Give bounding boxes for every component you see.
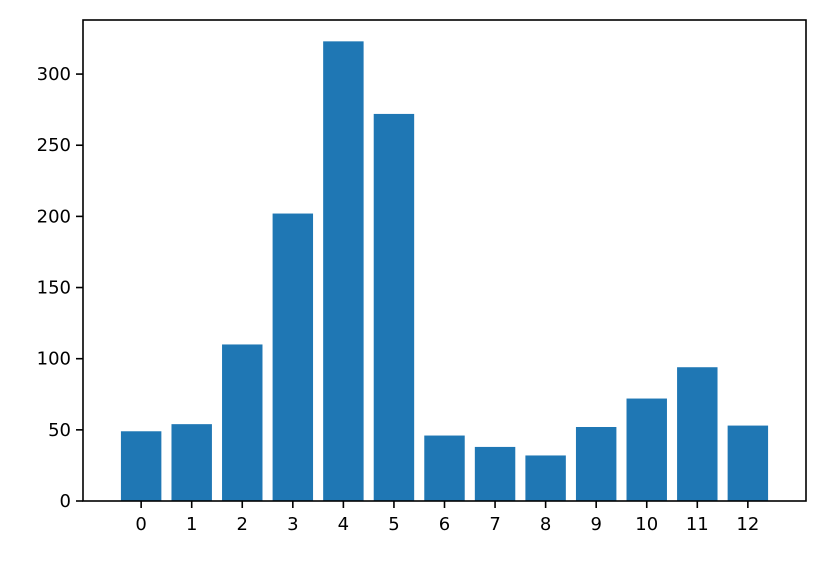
x-tick-label: 7	[489, 514, 500, 535]
y-tick-label: 200	[37, 206, 71, 227]
x-tick-label: 0	[135, 514, 146, 535]
y-tick-label: 50	[48, 420, 71, 441]
x-tick-label: 6	[439, 514, 450, 535]
y-tick-label: 0	[60, 491, 71, 512]
plot-frame	[82, 19, 807, 502]
bar-12	[727, 425, 769, 501]
y-tick-label: 300	[37, 64, 71, 85]
y-axis: 0 50 100 150 200 250 300	[37, 64, 83, 512]
bar-10	[626, 398, 667, 501]
bar-5	[373, 113, 415, 501]
y-tick-label: 250	[37, 135, 71, 156]
x-tick-label: 10	[635, 514, 658, 535]
x-tick-label: 9	[590, 514, 601, 535]
x-tick-label: 3	[287, 514, 298, 535]
bar-7	[474, 446, 516, 501]
bar-9	[575, 427, 617, 501]
x-tick-label: 2	[237, 514, 248, 535]
x-tick-label: 11	[686, 514, 709, 535]
x-tick-label: 1	[186, 514, 197, 535]
x-tick-label: 12	[736, 514, 759, 535]
bar-0	[120, 431, 162, 501]
x-tick-label: 4	[338, 514, 349, 535]
bar-11	[677, 367, 718, 501]
y-tick-label: 100	[37, 349, 71, 370]
bar-6	[424, 435, 465, 501]
y-tick-label: 150	[37, 278, 71, 299]
bar-3	[272, 213, 314, 502]
bar-4	[323, 41, 364, 501]
x-tick-label: 5	[388, 514, 399, 535]
x-axis: 0 1 2 3 4 5 6 7 8 9 10 11 12	[135, 501, 759, 535]
bar-1	[171, 424, 212, 501]
bars-group	[120, 41, 769, 502]
x-tick-label: 8	[540, 514, 551, 535]
bar-8	[525, 455, 566, 501]
bar-2	[222, 344, 263, 501]
